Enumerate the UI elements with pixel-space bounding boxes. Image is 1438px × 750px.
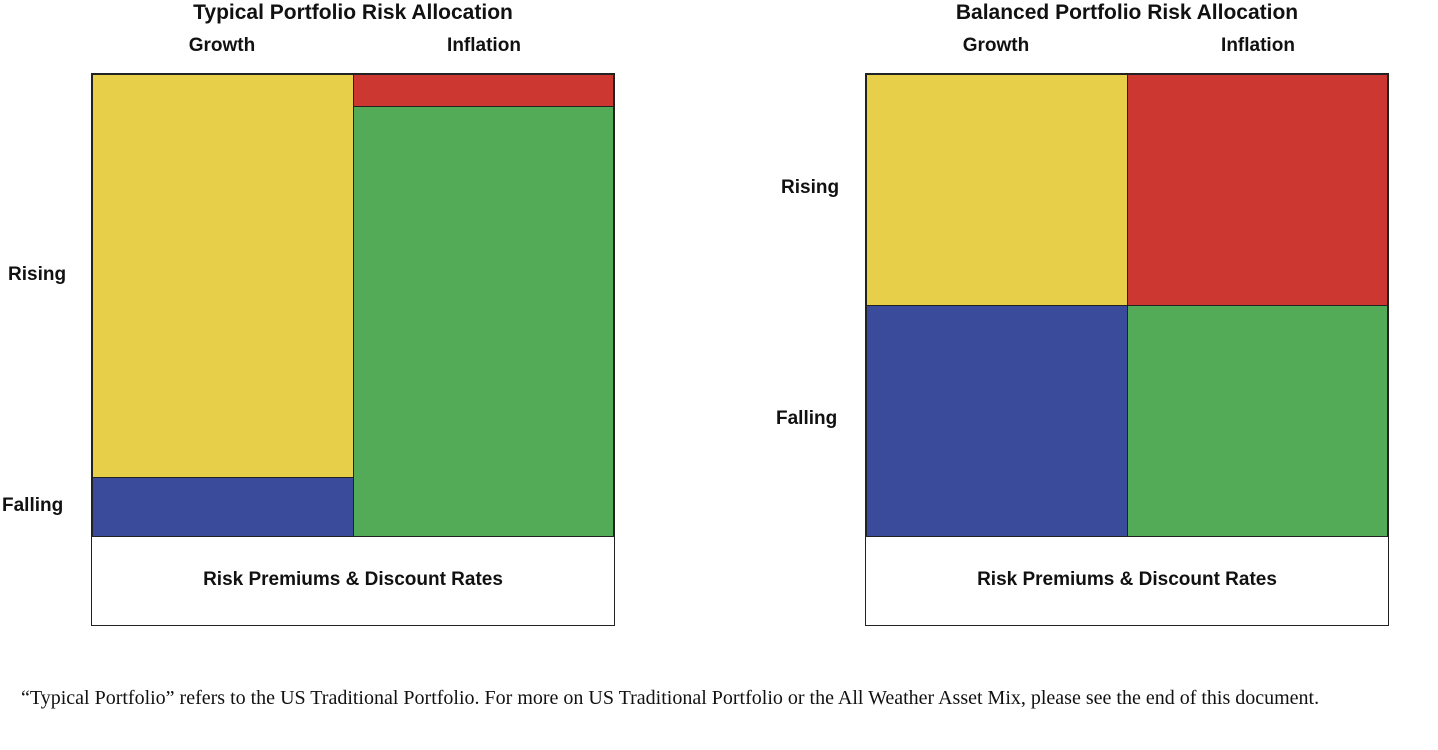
column-label-growth: Growth: [962, 35, 1030, 56]
growth-rising-block: [866, 74, 1128, 306]
risk-premiums-label: Risk Premiums & Discount Rates: [977, 569, 1277, 590]
growth-falling-block: [866, 305, 1128, 537]
inflation-rising-block: [1127, 74, 1388, 306]
typical-portfolio-panel: Typical Portfolio Risk Allocation Growth…: [0, 0, 720, 640]
panel-title: Typical Portfolio Risk Allocation: [193, 1, 513, 24]
growth-falling-block: [92, 477, 354, 537]
risk-premiums-label: Risk Premiums & Discount Rates: [203, 569, 503, 590]
growth-rising-block: [92, 74, 354, 478]
row-label-falling: Falling: [2, 495, 64, 516]
row-label-rising: Rising: [8, 264, 67, 285]
footnote: “Typical Portfolio” refers to the US Tra…: [21, 687, 1320, 709]
allocation-frame: Risk Premiums & Discount Rates: [91, 73, 615, 626]
column-label-inflation: Inflation: [1221, 35, 1295, 56]
column-label-growth: Growth: [188, 35, 256, 56]
balanced-portfolio-panel: Balanced Portfolio Risk Allocation Growt…: [718, 0, 1438, 640]
inflation-rising-block: [353, 74, 614, 107]
panel-title: Balanced Portfolio Risk Allocation: [955, 1, 1299, 24]
row-label-falling: Falling: [776, 408, 838, 429]
column-label-inflation: Inflation: [447, 35, 521, 56]
inflation-falling-block: [353, 106, 614, 537]
allocation-frame: Risk Premiums & Discount Rates: [865, 73, 1389, 626]
row-label-rising: Rising: [781, 177, 840, 198]
inflation-falling-block: [1127, 305, 1388, 537]
